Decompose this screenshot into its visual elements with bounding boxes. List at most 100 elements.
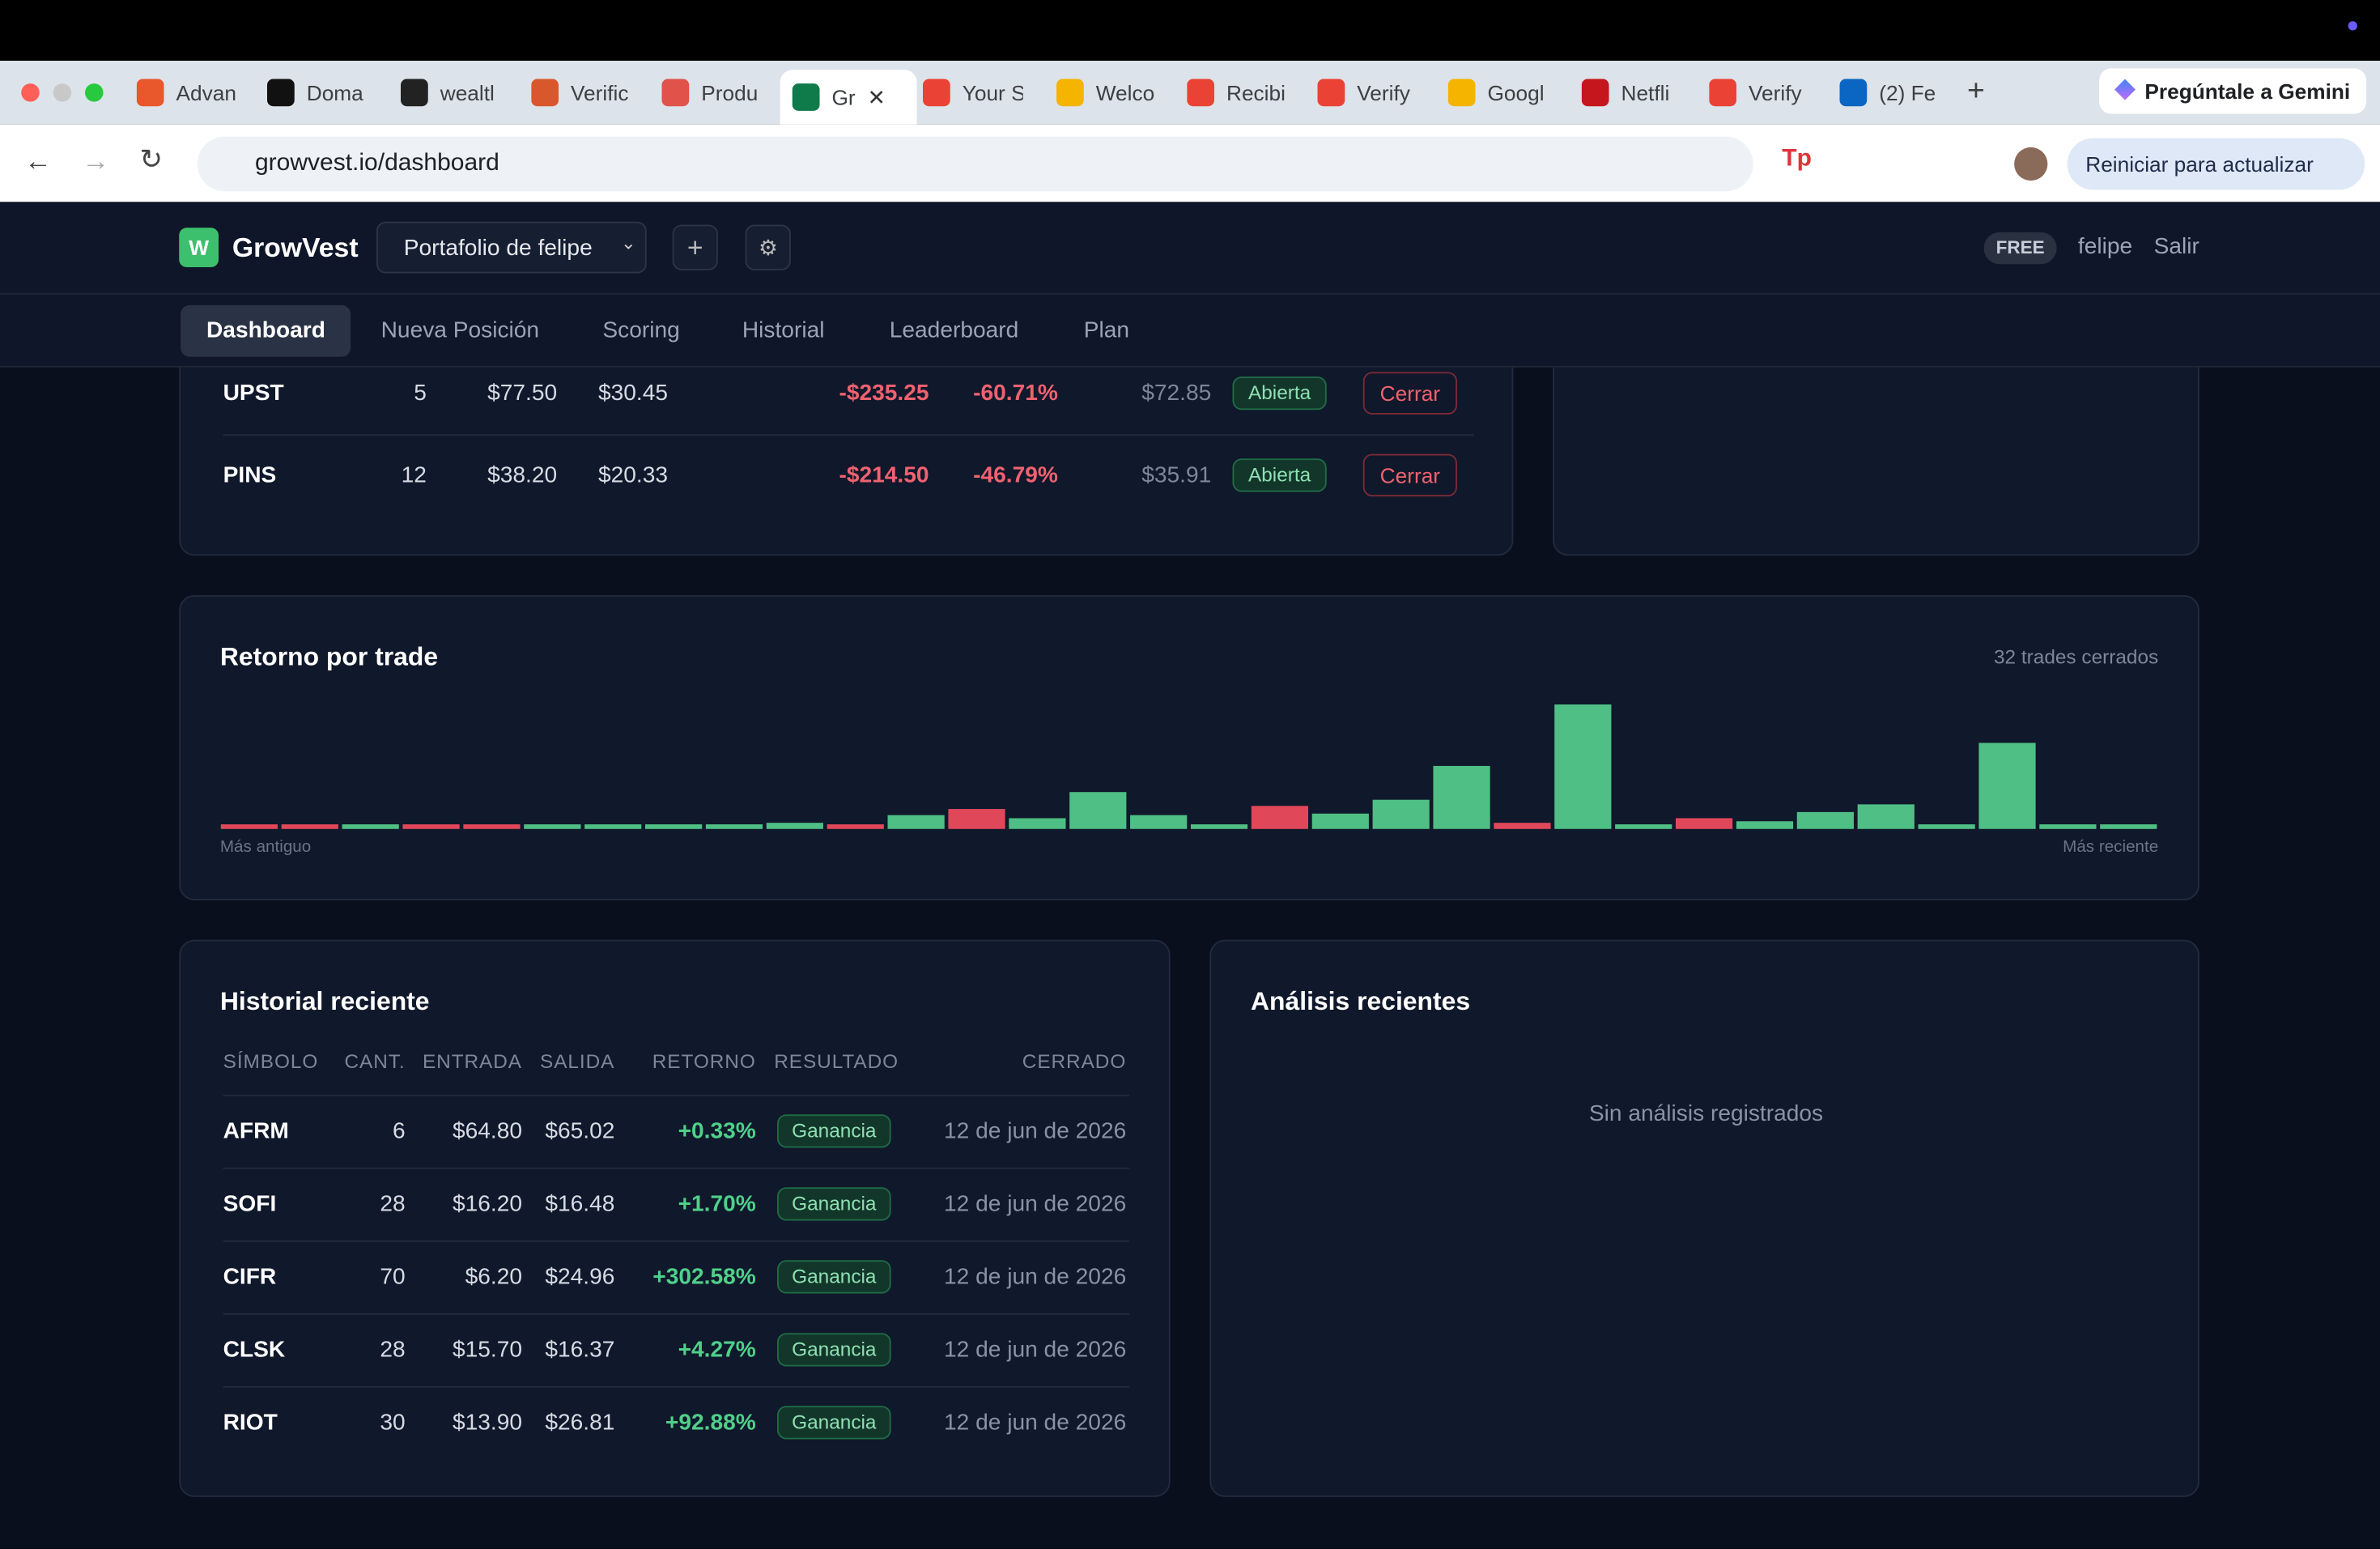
result-badge: Ganancia [777, 1260, 891, 1294]
portfolio-select[interactable]: Portafolio de felipe ⌄ [376, 221, 647, 274]
bar [1736, 821, 1794, 829]
tab-title: Verific [571, 80, 629, 105]
position-cell: -60.71% [973, 380, 1058, 406]
tab[interactable]: (2) Fe [1839, 70, 1940, 115]
history-cell: 12 de jun de 2026 [944, 1409, 1127, 1436]
history-cell: 30 [380, 1409, 406, 1436]
row-separator [223, 434, 1474, 436]
history-cell: $65.02 [545, 1117, 615, 1144]
minimize-window[interactable] [53, 83, 72, 102]
nav-item[interactable]: Nueva Posición [380, 317, 540, 343]
update-button[interactable]: Reiniciar para actualizar [2067, 138, 2365, 190]
tab-title: Doma [306, 80, 363, 105]
tab-icon [1581, 79, 1609, 107]
history-cell: 12 de jun de 2026 [944, 1336, 1127, 1363]
tab[interactable]: Your S [923, 70, 1023, 115]
tab[interactable]: Gr ✕ [780, 70, 917, 125]
plan-badge: FREE [1983, 232, 2057, 265]
add-portfolio[interactable]: + [672, 224, 718, 270]
tab[interactable]: Verify [1317, 70, 1418, 115]
row-separator [223, 1313, 1129, 1315]
history-cell: $64.80 [452, 1117, 522, 1144]
row-separator [223, 1240, 1129, 1242]
logout[interactable]: Salir [2153, 233, 2199, 260]
maximize-window[interactable] [85, 83, 104, 102]
history-cell: 12 de jun de 2026 [944, 1190, 1127, 1217]
position-cell: -46.79% [973, 462, 1058, 488]
history-cell: $15.70 [452, 1336, 522, 1363]
result-badge: Ganancia [777, 1406, 891, 1440]
position-cell: -$214.50 [839, 462, 929, 488]
tab-icon [531, 79, 559, 107]
result-badge: Ganancia [777, 1114, 891, 1148]
close-button[interactable]: Cerrar [1362, 453, 1457, 497]
history-cell: $16.48 [545, 1190, 615, 1217]
tab-close[interactable]: ✕ [867, 84, 886, 109]
status-badge: Abierta [1232, 458, 1327, 492]
tab[interactable]: Recibi [1187, 70, 1287, 115]
bar [2039, 824, 2097, 829]
gemini-button[interactable]: Pregúntale a Gemini [2099, 68, 2367, 114]
tab-title: Produ [701, 80, 759, 105]
bar [1372, 799, 1430, 829]
bar [1918, 824, 1975, 829]
history-card: Historial reciente SÍMBOLO CANT. ENTRADA SA… [179, 939, 1171, 1497]
bar [887, 815, 945, 829]
bar [220, 824, 278, 829]
chart-note: 32 trades cerrados [1993, 645, 2159, 668]
history-cell: $26.81 [545, 1409, 615, 1436]
nav-item[interactable]: Historial [742, 317, 825, 343]
position-cell: $20.33 [597, 462, 668, 488]
row-separator [223, 1385, 1129, 1388]
analysis-title: Análisis recientes [1251, 986, 1471, 1016]
tab-title: Recibi [1226, 80, 1286, 105]
result-badge: Ganancia [777, 1187, 891, 1221]
tab[interactable]: wealtl [401, 70, 501, 115]
bar [1676, 818, 1733, 829]
tab[interactable]: Googl [1447, 70, 1549, 115]
tab[interactable]: Verific [531, 70, 631, 115]
bar [1857, 804, 1915, 829]
tab-title: Verify [1357, 80, 1410, 105]
end-label: Más reciente [2063, 838, 2159, 857]
tab[interactable]: Advan [136, 70, 237, 115]
start-label: Más antiguo [219, 838, 312, 857]
extension[interactable]: Tp [1782, 146, 1812, 172]
back[interactable]: ← [24, 146, 52, 177]
history-cell: +4.27% [678, 1336, 756, 1363]
avatar[interactable] [2014, 147, 2048, 181]
toolbar: ← → ↻ growvest.io/dashboard Tp Reiniciar… [0, 124, 2380, 202]
bar [1433, 765, 1490, 829]
gemini-label: Pregúntale a Gemini [2144, 79, 2351, 104]
tab-icon [1056, 79, 1084, 107]
tab[interactable]: Produ [661, 70, 763, 115]
history-cell: CIFR [223, 1263, 277, 1290]
tab-title: Googl [1487, 80, 1545, 105]
history-cell: 12 de jun de 2026 [944, 1117, 1127, 1144]
settings[interactable]: ⚙ [745, 224, 791, 270]
nav-item[interactable]: Dashboard [181, 304, 351, 357]
history-title: Historial reciente [219, 986, 430, 1016]
nav-item[interactable]: Leaderboard [889, 317, 1019, 343]
nav-item[interactable]: Plan [1083, 317, 1130, 343]
reload[interactable]: ↻ [139, 144, 163, 175]
bar [463, 824, 521, 829]
close-button[interactable]: Cerrar [1362, 372, 1457, 415]
nav-item[interactable]: Scoring [602, 317, 680, 343]
update-label: Reiniciar para actualizar [2085, 151, 2314, 177]
gemini-icon [2114, 79, 2136, 100]
tab[interactable]: Doma [267, 70, 368, 115]
forward[interactable]: → [82, 146, 109, 177]
new-tab[interactable]: + [1967, 74, 1985, 109]
side-card [1553, 367, 2199, 556]
position-cell: PINS [223, 462, 277, 488]
dot [2348, 21, 2357, 31]
tab[interactable]: Netfli [1581, 70, 1682, 115]
close-window[interactable] [21, 83, 40, 102]
bar [1978, 743, 2036, 829]
address-bar[interactable]: growvest.io/dashboard [197, 136, 1753, 192]
tab[interactable]: Welco [1056, 70, 1157, 115]
tab[interactable]: Verify [1709, 70, 1809, 115]
